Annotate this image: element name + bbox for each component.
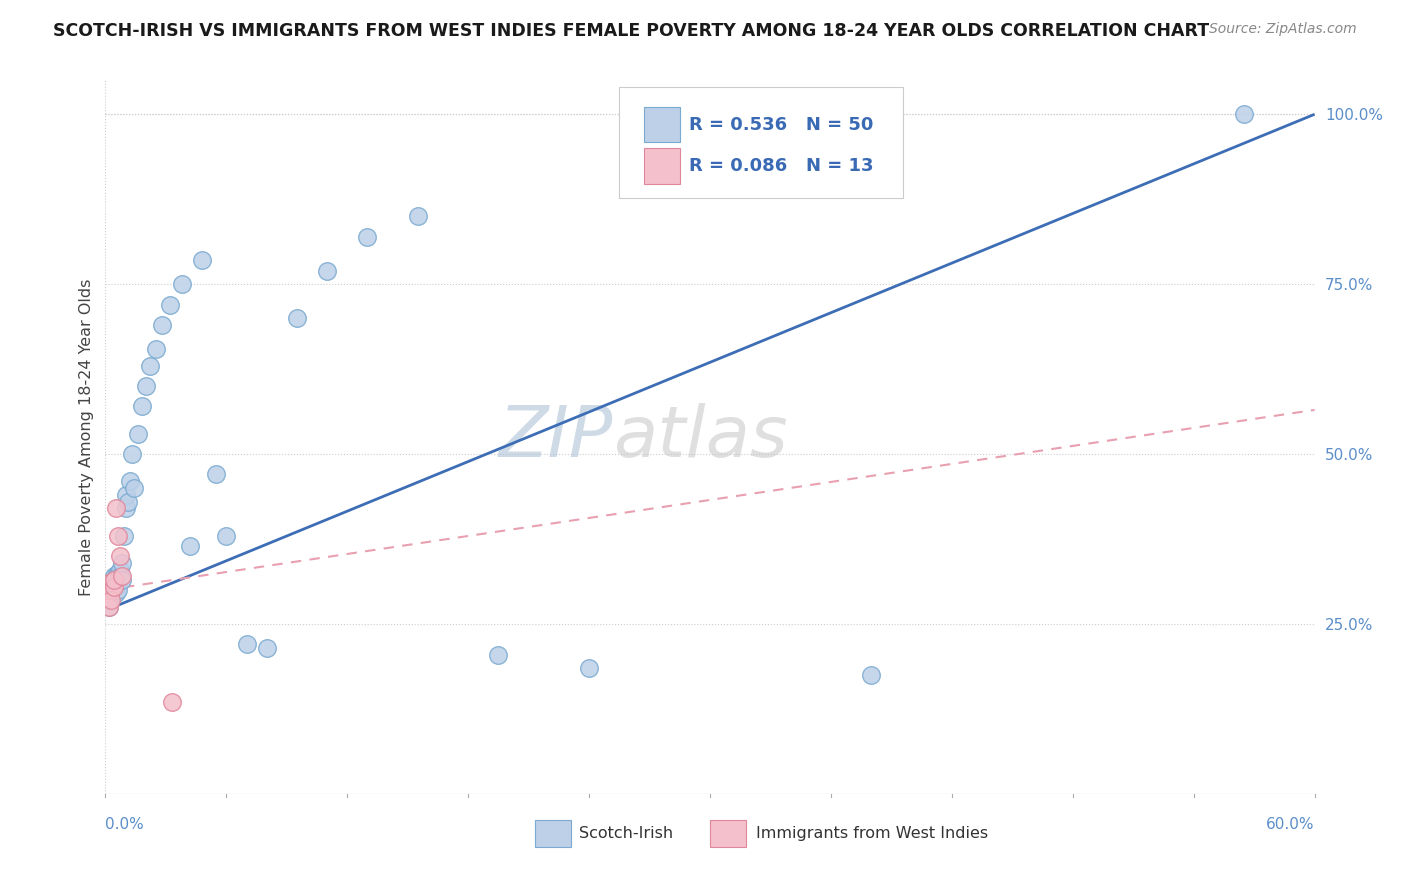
- Point: [118, 475, 141, 489]
- Point: [860, 668, 883, 682]
- Point: [145, 342, 167, 356]
- Bar: [534, 821, 571, 847]
- Bar: [644, 107, 681, 143]
- Point: [107, 573, 129, 587]
- Point: [578, 661, 600, 675]
- Point: [122, 481, 145, 495]
- Text: SCOTCH-IRISH VS IMMIGRANTS FROM WEST INDIES FEMALE POVERTY AMONG 18-24 YEAR OLDS: SCOTCH-IRISH VS IMMIGRANTS FROM WEST IND…: [53, 22, 1209, 40]
- Point: [96, 593, 118, 607]
- Point: [215, 528, 238, 542]
- Point: [110, 573, 132, 587]
- Point: [170, 277, 193, 292]
- Point: [205, 467, 228, 482]
- Point: [114, 488, 136, 502]
- Point: [103, 580, 125, 594]
- FancyBboxPatch shape: [620, 87, 904, 198]
- Point: [108, 569, 131, 583]
- Point: [100, 580, 122, 594]
- Point: [135, 379, 157, 393]
- Point: [100, 582, 122, 597]
- Point: [112, 528, 135, 542]
- Text: 60.0%: 60.0%: [1267, 817, 1315, 831]
- Point: [191, 253, 214, 268]
- Text: R = 0.536   N = 50: R = 0.536 N = 50: [689, 116, 875, 134]
- Point: [104, 586, 127, 600]
- Point: [98, 599, 121, 614]
- Point: [488, 648, 510, 662]
- Point: [107, 528, 129, 542]
- Text: R = 0.086   N = 13: R = 0.086 N = 13: [689, 157, 875, 175]
- Point: [256, 640, 278, 655]
- Point: [316, 263, 339, 277]
- Point: [110, 569, 132, 583]
- Point: [98, 582, 121, 597]
- Point: [150, 318, 173, 332]
- Point: [679, 107, 702, 121]
- Bar: [710, 821, 747, 847]
- Text: Immigrants from West Indies: Immigrants from West Indies: [756, 826, 988, 841]
- Point: [98, 599, 121, 614]
- Point: [96, 586, 118, 600]
- Point: [114, 501, 136, 516]
- Point: [406, 209, 429, 223]
- Point: [107, 566, 129, 580]
- Text: ZIP: ZIP: [499, 402, 613, 472]
- Point: [356, 229, 378, 244]
- Bar: [644, 148, 681, 184]
- Point: [104, 576, 127, 591]
- Point: [103, 573, 125, 587]
- Point: [108, 563, 131, 577]
- Point: [100, 590, 122, 604]
- Point: [159, 297, 181, 311]
- Text: 0.0%: 0.0%: [105, 817, 145, 831]
- Point: [98, 576, 121, 591]
- Text: Source: ZipAtlas.com: Source: ZipAtlas.com: [1209, 22, 1357, 37]
- Point: [108, 549, 131, 563]
- Y-axis label: Female Poverty Among 18-24 Year Olds: Female Poverty Among 18-24 Year Olds: [79, 278, 94, 596]
- Point: [96, 590, 118, 604]
- Point: [104, 569, 127, 583]
- Point: [127, 426, 149, 441]
- Point: [103, 569, 125, 583]
- Point: [104, 501, 127, 516]
- Point: [96, 586, 118, 600]
- Point: [103, 582, 125, 597]
- Text: atlas: atlas: [613, 402, 787, 472]
- Point: [235, 637, 257, 651]
- Point: [107, 582, 129, 597]
- Point: [139, 359, 162, 373]
- Point: [179, 539, 201, 553]
- Point: [100, 593, 122, 607]
- Point: [1233, 107, 1256, 121]
- Text: Scotch-Irish: Scotch-Irish: [579, 826, 673, 841]
- Point: [285, 311, 308, 326]
- Point: [98, 576, 121, 591]
- Point: [110, 556, 132, 570]
- Point: [131, 400, 153, 414]
- Point: [160, 695, 183, 709]
- Point: [117, 494, 139, 508]
- Point: [100, 586, 122, 600]
- Point: [121, 447, 143, 461]
